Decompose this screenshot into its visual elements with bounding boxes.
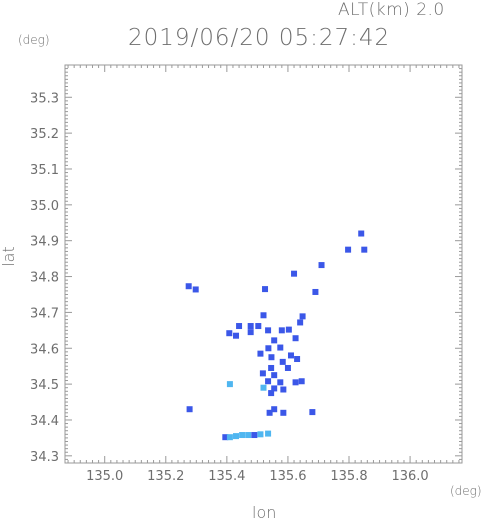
- x-tick-label: 135.4: [208, 469, 245, 484]
- x-axis-unit: (deg): [450, 484, 482, 498]
- echo-point: [292, 379, 299, 386]
- echo-point: [233, 433, 240, 440]
- echo-point: [226, 381, 233, 388]
- echo-point: [280, 409, 287, 416]
- echo-point: [361, 246, 368, 253]
- echo-point: [239, 432, 246, 439]
- echo-point: [278, 327, 285, 334]
- echo-point: [297, 319, 304, 326]
- echo-point: [265, 378, 272, 385]
- echo-point: [268, 354, 275, 361]
- echo-point: [268, 364, 275, 371]
- echo-point: [192, 286, 199, 293]
- echo-point: [271, 372, 278, 379]
- x-tick-label: 135.0: [86, 469, 123, 484]
- echo-point: [271, 337, 278, 344]
- echo-point: [266, 409, 273, 416]
- echo-point: [260, 312, 267, 319]
- x-axis-label: lon: [252, 503, 277, 522]
- echo-point: [222, 434, 229, 441]
- echo-point: [271, 406, 278, 413]
- echo-point: [186, 406, 193, 413]
- echo-point: [312, 288, 319, 295]
- x-tick-label: 135.8: [330, 469, 367, 484]
- echo-point: [280, 386, 287, 393]
- echo-point: [260, 384, 267, 391]
- echo-point: [298, 378, 305, 385]
- plot-frame: [64, 64, 463, 464]
- echo-point: [277, 379, 284, 386]
- echo-point: [247, 323, 254, 330]
- echo-point: [259, 370, 266, 377]
- echo-point: [233, 332, 240, 339]
- y-tick-label: 35.1: [30, 163, 59, 178]
- echo-point: [345, 246, 352, 253]
- echo-point: [265, 345, 272, 352]
- x-tick-label: 135.2: [147, 469, 184, 484]
- echo-point: [268, 390, 275, 397]
- echo-point: [299, 313, 306, 320]
- echo-point: [251, 432, 258, 439]
- echo-point: [226, 330, 233, 337]
- echo-point: [226, 434, 233, 441]
- y-tick-label: 35.0: [30, 199, 59, 214]
- echo-point: [255, 323, 262, 330]
- echo-point: [265, 327, 272, 334]
- echo-point: [287, 352, 294, 359]
- axis-ticks: [65, 64, 462, 463]
- echo-point: [291, 270, 298, 277]
- altitude-label: ALT(km) 2.0: [338, 0, 445, 20]
- echo-point: [245, 432, 252, 439]
- axis-tick-labels: 135.0 135.2 135.4 135.6 135.8 136.0 34.3 34.4 34…: [30, 91, 429, 484]
- y-tick-label: 35.2: [30, 127, 59, 142]
- y-axis-unit: (deg): [18, 33, 50, 47]
- echo-point: [257, 350, 264, 357]
- echo-point: [285, 326, 292, 333]
- y-tick-label: 34.6: [30, 342, 59, 357]
- echo-point: [318, 262, 325, 269]
- y-tick-label: 34.7: [30, 306, 59, 321]
- echo-point: [262, 286, 269, 293]
- echo-points: [185, 230, 368, 441]
- x-tick-label: 135.6: [269, 469, 306, 484]
- echo-point: [236, 323, 243, 330]
- echo-point: [279, 358, 286, 365]
- y-tick-label: 34.3: [30, 450, 59, 465]
- echo-point: [271, 385, 278, 392]
- echo-point: [185, 283, 192, 290]
- echo-point: [265, 430, 272, 437]
- x-tick-label: 136.0: [391, 469, 428, 484]
- echo-point: [309, 409, 316, 416]
- echo-point: [294, 356, 301, 363]
- echo-point: [257, 431, 264, 438]
- y-tick-label: 35.3: [30, 91, 59, 106]
- y-tick-label: 34.8: [30, 271, 59, 286]
- observation-datetime: 2019/06/20 05:27:42: [128, 25, 391, 51]
- y-tick-label: 34.9: [30, 235, 59, 250]
- y-tick-label: 34.5: [30, 378, 59, 393]
- echo-point: [277, 344, 284, 351]
- echo-point: [292, 335, 299, 342]
- echo-point: [358, 230, 365, 237]
- y-tick-label: 34.4: [30, 414, 59, 429]
- echo-point: [284, 364, 291, 371]
- echo-point: [247, 329, 254, 336]
